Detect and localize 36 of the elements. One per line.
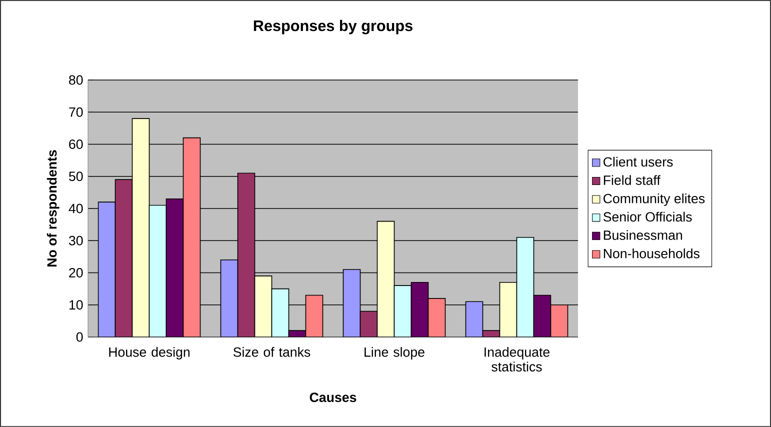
y-tick-label: 40 [68,204,83,214]
bar [342,269,361,337]
y-tick-label: 50 [69,172,83,182]
chart-title: Responses by groups [254,20,412,34]
bar [533,294,552,337]
bar [360,310,378,337]
bar [394,285,412,337]
legend-label: Field staff [604,175,660,185]
legend-label: Senior Officials [603,212,692,222]
legend-label: Non-households [604,248,700,258]
bar [98,202,116,337]
bar [516,237,534,337]
bar [220,259,238,337]
y-tick-label: 30 [68,236,83,246]
x-tick-label: Inadequate statistics [484,347,550,372]
y-tick-label: 80 [69,75,83,85]
x-tick-label: House design [109,347,190,360]
y-tick-label: 20 [69,268,83,278]
y-tick-label: 70 [69,107,83,117]
legend-label: Client users [604,156,673,167]
bar [410,282,429,337]
x-tick-label: Size of tanks [233,347,310,357]
y-tick-label: 10 [69,300,83,310]
bar [237,172,256,337]
x-axis-title: Causes [310,392,356,402]
bar [271,288,290,337]
bar [114,179,133,337]
x-tick-label: Line slope [364,347,424,360]
bar [148,204,167,337]
legend-label: Community elites [604,193,705,206]
y-tick-label: 0 [76,332,83,342]
y-tick-label: 60 [69,140,83,149]
bar [166,198,184,337]
legend-label: Businessman [604,230,682,240]
y-axis-title: No of respondents [46,150,60,266]
bar [465,301,484,337]
